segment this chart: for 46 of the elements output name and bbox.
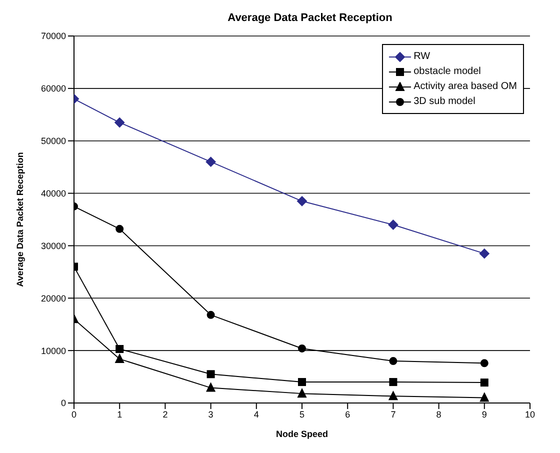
x-tick-label: 7: [390, 409, 396, 420]
point: [388, 391, 398, 400]
x-tick-label: 2: [162, 409, 168, 420]
point: [116, 224, 124, 233]
y-tick-label: 30000: [40, 240, 66, 251]
y-tick-label: 0: [60, 398, 66, 408]
point: [114, 118, 125, 128]
point: [298, 378, 306, 386]
x-tick-label: 10: [524, 409, 536, 420]
legend-label: Activity area based OM: [414, 81, 517, 92]
point: [206, 382, 216, 392]
point: [479, 248, 490, 259]
chart-title: Average Data Packet Reception: [226, 11, 394, 26]
point: [388, 220, 398, 230]
point: [116, 345, 124, 353]
y-axis-title: Average Data Packet Reception: [15, 152, 26, 287]
x-tick-label: 1: [117, 409, 122, 420]
y-tick-label: 60000: [40, 84, 66, 94]
point: [206, 310, 215, 319]
x-tick-label: 3: [208, 409, 214, 420]
point: [206, 156, 216, 167]
point: [389, 357, 398, 366]
y-tick-label: 50000: [40, 136, 66, 146]
x-tick-label: 0: [71, 409, 77, 420]
point: [389, 378, 398, 386]
point: [206, 370, 215, 378]
point: [480, 378, 488, 387]
y-tick-label: 20000: [40, 293, 66, 304]
x-tick-label: 6: [345, 409, 350, 420]
y-tick-label: 40000: [40, 188, 66, 198]
legend-label: obstacle model: [414, 66, 481, 77]
point: [297, 196, 307, 206]
point: [298, 344, 306, 352]
legend-label: RW: [414, 51, 430, 62]
point: [480, 392, 489, 402]
x-tick-label: 5: [299, 409, 305, 420]
x-axis-title: Node Speed: [276, 429, 328, 439]
x-tick-label: 4: [254, 409, 259, 420]
point: [115, 354, 124, 363]
y-tick-label: 70000: [40, 31, 66, 42]
legend-label: 3D sub model: [414, 96, 476, 107]
point: [480, 359, 488, 368]
x-tick-label: 8: [436, 409, 442, 420]
x-tick-label: 9: [482, 409, 487, 420]
point: [298, 388, 306, 398]
y-tick-label: 10000: [40, 346, 66, 356]
